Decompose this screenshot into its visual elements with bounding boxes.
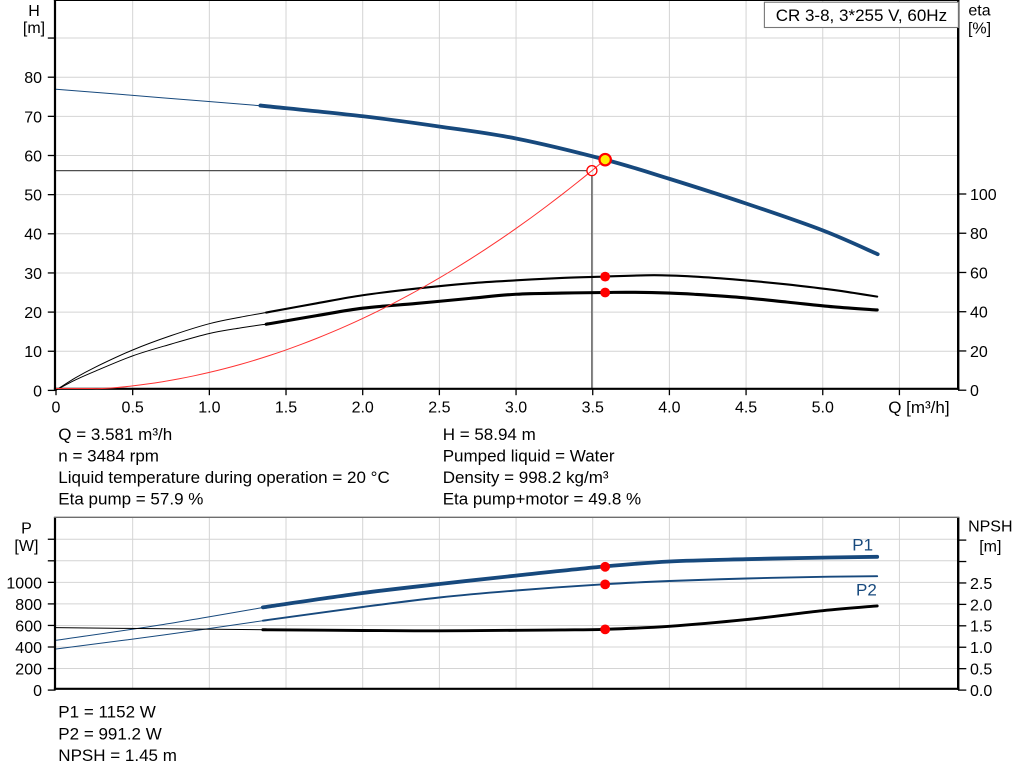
svg-text:0: 0 (33, 383, 42, 400)
svg-text:50: 50 (24, 188, 42, 205)
svg-text:1000: 1000 (6, 575, 42, 592)
svg-text:4.0: 4.0 (658, 400, 680, 417)
svg-text:400: 400 (15, 640, 42, 657)
svg-text:1.0: 1.0 (198, 400, 220, 417)
svg-text:P2: P2 (856, 580, 877, 599)
svg-text:0.5: 0.5 (970, 662, 992, 679)
svg-text:2.0: 2.0 (970, 597, 992, 614)
svg-text:40: 40 (24, 227, 42, 244)
svg-text:0: 0 (33, 683, 42, 700)
svg-text:H = 58.94 m: H = 58.94 m (443, 425, 536, 444)
svg-text:20: 20 (24, 305, 42, 322)
svg-text:Q = 3.581 m³/h: Q = 3.581 m³/h (58, 425, 172, 444)
svg-text:100: 100 (970, 187, 997, 204)
svg-text:80: 80 (970, 226, 988, 243)
svg-text:[%]: [%] (968, 20, 991, 37)
svg-text:0: 0 (970, 383, 979, 400)
svg-text:70: 70 (24, 109, 42, 126)
svg-text:P1 = 1152 W: P1 = 1152 W (58, 703, 156, 722)
svg-text:Eta pump = 57.9 %: Eta pump = 57.9 % (58, 489, 203, 508)
svg-text:80: 80 (24, 70, 42, 87)
svg-text:2.0: 2.0 (352, 400, 374, 417)
svg-text:Pumped liquid = Water: Pumped liquid = Water (443, 447, 615, 466)
svg-text:2.5: 2.5 (970, 576, 992, 593)
svg-text:40: 40 (970, 305, 988, 322)
svg-text:3.5: 3.5 (582, 400, 604, 417)
svg-text:eta: eta (968, 3, 990, 20)
svg-text:Q [m³/h]: Q [m³/h] (888, 398, 949, 417)
svg-text:P2 = 991.2 W: P2 = 991.2 W (58, 724, 161, 743)
svg-text:H: H (28, 3, 40, 20)
svg-text:1.5: 1.5 (275, 400, 297, 417)
svg-text:4.5: 4.5 (735, 400, 757, 417)
svg-text:0: 0 (52, 400, 61, 417)
svg-text:200: 200 (15, 661, 42, 678)
svg-text:n = 3484 rpm: n = 3484 rpm (58, 447, 159, 466)
svg-text:[m]: [m] (979, 538, 1001, 555)
svg-text:NPSH: NPSH (968, 518, 1012, 535)
svg-text:10: 10 (24, 344, 42, 361)
svg-text:1.5: 1.5 (970, 619, 992, 636)
svg-text:5.0: 5.0 (812, 400, 834, 417)
svg-text:60: 60 (970, 265, 988, 282)
svg-text:3.0: 3.0 (505, 400, 527, 417)
svg-text:0.5: 0.5 (122, 400, 144, 417)
svg-text:P1: P1 (852, 535, 873, 554)
svg-text:P: P (21, 521, 32, 538)
svg-text:2.5: 2.5 (428, 400, 450, 417)
svg-text:[m]: [m] (23, 20, 45, 37)
svg-text:Liquid temperature during oper: Liquid temperature during operation = 20… (58, 468, 389, 487)
svg-text:30: 30 (24, 266, 42, 283)
svg-text:[W]: [W] (14, 538, 38, 555)
svg-text:20: 20 (970, 344, 988, 361)
svg-text:1.0: 1.0 (970, 640, 992, 657)
svg-text:60: 60 (24, 148, 42, 165)
svg-text:CR 3-8, 3*255 V, 60Hz: CR 3-8, 3*255 V, 60Hz (776, 6, 947, 25)
svg-text:0.0: 0.0 (970, 683, 992, 700)
svg-text:600: 600 (15, 618, 42, 635)
svg-text:Density = 998.2 kg/m³: Density = 998.2 kg/m³ (443, 468, 609, 487)
svg-text:NPSH = 1.45 m: NPSH = 1.45 m (58, 746, 177, 765)
svg-text:800: 800 (15, 597, 42, 614)
svg-text:Eta pump+motor = 49.8 %: Eta pump+motor = 49.8 % (443, 489, 641, 508)
